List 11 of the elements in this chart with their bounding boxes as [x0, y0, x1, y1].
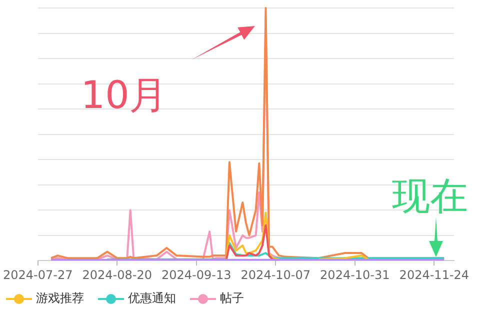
legend-label: 帖子: [220, 290, 244, 307]
x-tick-label: 2024-10-07: [240, 268, 311, 282]
x-tick-label: 2024-07-27: [2, 268, 73, 282]
x-tick-label: 2024-10-31: [320, 268, 390, 282]
annotation: 10月: [80, 72, 168, 119]
x-tick-label: 2024-11-24: [399, 268, 470, 282]
legend-label: 游戏推荐: [36, 290, 84, 307]
x-tick-label: 2024-08-20: [82, 268, 152, 282]
annotation: 现在: [392, 172, 468, 220]
x-tick-label: 2024-09-13: [162, 268, 232, 282]
legend-label: 优惠通知: [128, 290, 176, 307]
